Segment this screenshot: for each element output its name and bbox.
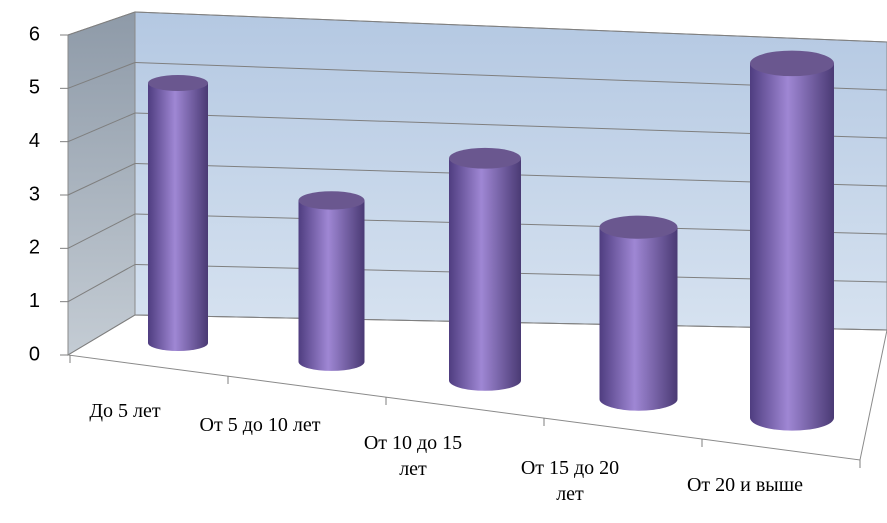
- x-tick-label: От 10 до 15 лет: [363, 432, 463, 480]
- x-tick-label: От 15 до 20 лет: [520, 457, 620, 505]
- grid-line: [134, 11, 887, 43]
- y-tick-label: 1: [29, 290, 40, 312]
- x-tick-label: От 5 до 10 лет: [199, 414, 321, 436]
- grid-line: [67, 11, 136, 36]
- x-tick-label: От 20 и выше: [686, 474, 804, 496]
- grid-line: [67, 314, 136, 356]
- bar: [750, 50, 834, 431]
- y-tick-label: 0: [29, 343, 40, 365]
- y-tick-label: 2: [29, 237, 40, 259]
- grid-line: [67, 213, 136, 249]
- bar-body: [599, 227, 678, 411]
- grid-line: [67, 112, 136, 143]
- bar-body: [148, 83, 208, 351]
- side-wall: [67, 11, 136, 356]
- bar-top: [148, 75, 208, 91]
- x-tick-label: До 5 лет: [89, 400, 161, 422]
- bar-top: [449, 147, 521, 169]
- bar: [449, 147, 521, 391]
- bar-body: [449, 158, 521, 391]
- y-tick-label: 4: [29, 130, 40, 152]
- grid-line: [67, 163, 136, 196]
- y-tick-label: 5: [29, 77, 40, 99]
- bar-body: [750, 63, 834, 431]
- grid-line: [67, 264, 136, 303]
- bar-top: [750, 50, 834, 77]
- grid-line: [67, 62, 136, 89]
- bar: [599, 215, 678, 411]
- bar: [148, 75, 208, 351]
- bar: [298, 191, 365, 371]
- y-tick-label: 3: [29, 183, 40, 205]
- y-tick-label: 6: [29, 23, 40, 45]
- bar-top: [599, 215, 678, 239]
- bar-body: [298, 200, 365, 371]
- bar-top: [298, 191, 365, 210]
